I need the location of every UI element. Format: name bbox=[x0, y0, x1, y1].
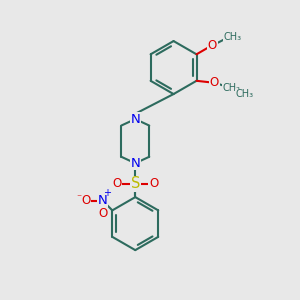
Text: O: O bbox=[210, 76, 219, 89]
Text: ⁻: ⁻ bbox=[77, 194, 82, 204]
Text: O: O bbox=[81, 194, 91, 207]
Text: CH₂: CH₂ bbox=[223, 83, 241, 93]
Text: O: O bbox=[208, 39, 217, 52]
Text: +: + bbox=[103, 188, 111, 198]
Text: O: O bbox=[98, 207, 107, 220]
Text: O: O bbox=[112, 177, 122, 190]
Text: N: N bbox=[98, 194, 108, 207]
Text: N: N bbox=[130, 112, 140, 126]
Text: CH₃: CH₃ bbox=[236, 89, 253, 99]
Text: N: N bbox=[130, 157, 140, 170]
Text: O: O bbox=[149, 177, 158, 190]
Text: S: S bbox=[130, 176, 140, 191]
Text: CH₃: CH₃ bbox=[223, 32, 241, 42]
